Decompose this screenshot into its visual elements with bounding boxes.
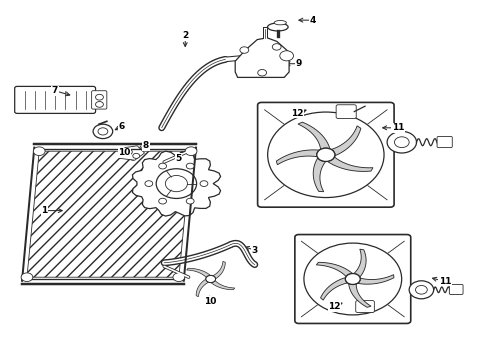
Circle shape — [304, 243, 402, 315]
Circle shape — [133, 153, 140, 158]
Polygon shape — [331, 126, 361, 156]
Text: 1: 1 — [41, 206, 47, 215]
Polygon shape — [327, 157, 373, 171]
Text: 7: 7 — [51, 86, 58, 95]
Circle shape — [206, 275, 216, 283]
Circle shape — [93, 124, 113, 139]
Circle shape — [258, 69, 267, 76]
FancyBboxPatch shape — [449, 284, 463, 294]
Circle shape — [173, 273, 185, 282]
FancyBboxPatch shape — [437, 136, 452, 148]
Polygon shape — [357, 275, 394, 284]
Polygon shape — [298, 122, 330, 149]
Circle shape — [165, 175, 187, 192]
Polygon shape — [187, 268, 211, 278]
Polygon shape — [313, 158, 326, 192]
Circle shape — [208, 277, 213, 281]
Text: 3: 3 — [252, 246, 258, 255]
Text: 11: 11 — [439, 277, 451, 286]
Circle shape — [159, 163, 167, 169]
Text: 8: 8 — [143, 141, 149, 150]
Circle shape — [268, 112, 384, 198]
Polygon shape — [196, 279, 209, 297]
Circle shape — [206, 275, 216, 283]
Text: 11: 11 — [392, 123, 404, 132]
Circle shape — [394, 137, 409, 148]
Text: 12: 12 — [328, 302, 341, 311]
Circle shape — [240, 47, 249, 53]
Circle shape — [185, 147, 197, 156]
Circle shape — [21, 273, 33, 282]
Circle shape — [96, 102, 103, 107]
Circle shape — [98, 128, 108, 135]
Polygon shape — [317, 262, 353, 277]
Circle shape — [317, 148, 335, 161]
Circle shape — [416, 285, 427, 294]
Ellipse shape — [274, 21, 286, 25]
Circle shape — [321, 151, 331, 158]
Circle shape — [345, 274, 360, 284]
Circle shape — [272, 44, 281, 50]
Circle shape — [387, 131, 416, 153]
Circle shape — [145, 181, 153, 186]
Text: 10: 10 — [118, 148, 131, 157]
Polygon shape — [120, 146, 145, 160]
Polygon shape — [354, 249, 366, 277]
Circle shape — [200, 181, 208, 186]
FancyBboxPatch shape — [258, 102, 394, 207]
Circle shape — [345, 274, 360, 284]
Text: 2: 2 — [182, 31, 188, 40]
Circle shape — [409, 281, 434, 299]
Polygon shape — [213, 261, 225, 279]
Polygon shape — [132, 151, 220, 216]
Text: 6: 6 — [119, 122, 124, 131]
Text: 4: 4 — [309, 15, 316, 24]
FancyBboxPatch shape — [92, 91, 107, 109]
Text: 9: 9 — [295, 59, 302, 68]
Circle shape — [96, 94, 103, 100]
Circle shape — [186, 163, 194, 169]
Circle shape — [349, 276, 357, 282]
Text: 10: 10 — [203, 297, 216, 306]
FancyBboxPatch shape — [295, 235, 411, 323]
Circle shape — [317, 148, 335, 161]
FancyBboxPatch shape — [356, 301, 374, 312]
Polygon shape — [348, 283, 371, 307]
Text: 5: 5 — [176, 154, 182, 163]
Circle shape — [159, 198, 167, 204]
FancyBboxPatch shape — [15, 86, 96, 113]
Polygon shape — [276, 150, 319, 165]
FancyBboxPatch shape — [336, 105, 356, 118]
Circle shape — [280, 51, 294, 61]
Circle shape — [33, 147, 45, 156]
Polygon shape — [320, 278, 348, 300]
Polygon shape — [235, 38, 289, 77]
Ellipse shape — [268, 23, 288, 31]
Circle shape — [186, 198, 194, 204]
Circle shape — [124, 149, 132, 155]
Circle shape — [156, 169, 196, 198]
Text: 12: 12 — [291, 109, 304, 118]
Polygon shape — [211, 280, 235, 290]
